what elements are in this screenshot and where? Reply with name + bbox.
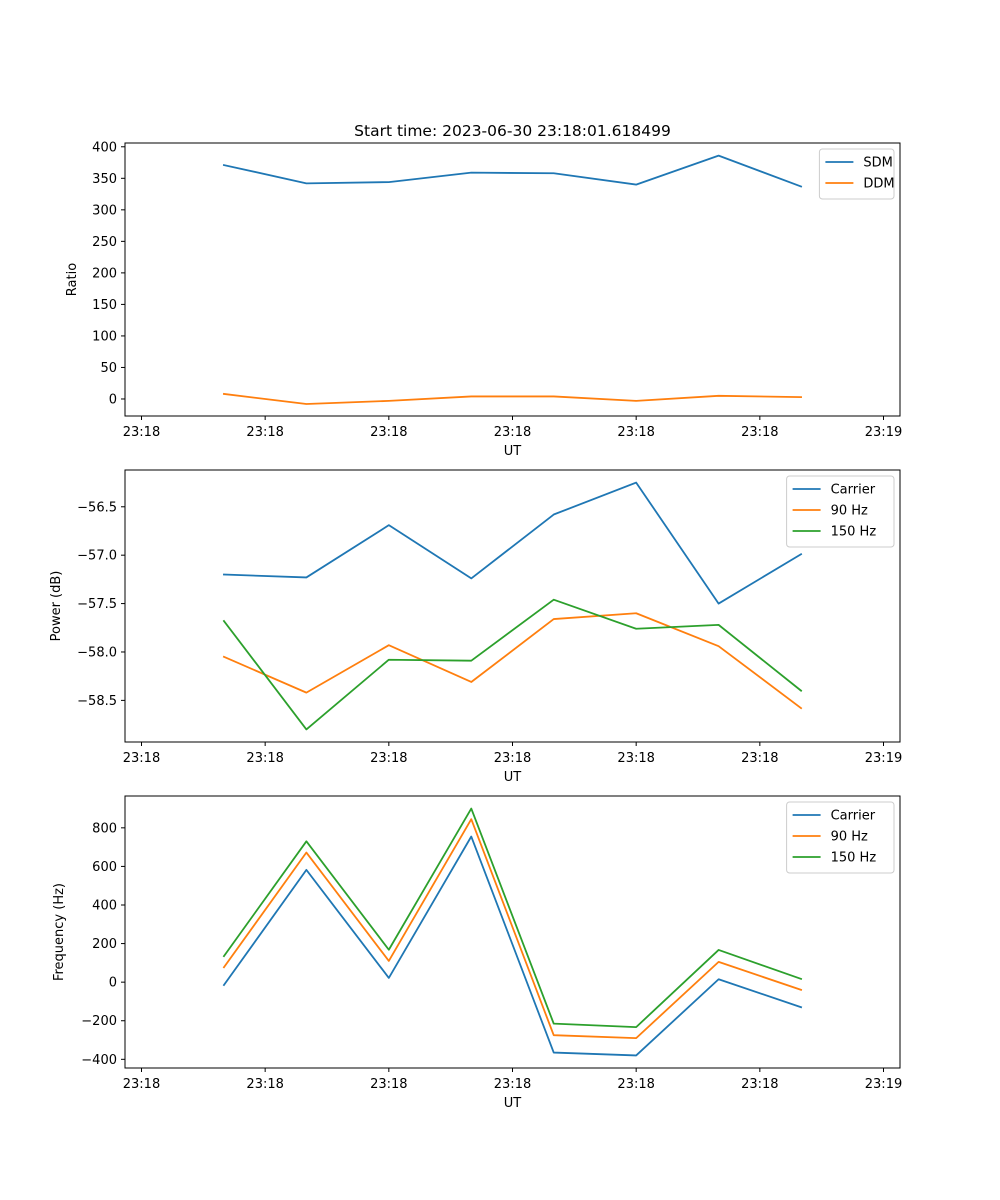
y-tick-label: 600 [92, 860, 117, 875]
x-tick-label: 23:18 [370, 751, 407, 766]
legend-label: 150 Hz [831, 851, 877, 866]
legend-label: 90 Hz [831, 830, 868, 845]
y-tick-label: 200 [92, 266, 117, 281]
legend-label: 150 Hz [831, 525, 877, 540]
y-tick-label: −56.5 [77, 500, 117, 515]
chart-panel-2: −58.5 −58.0 −57.5 −57.0 −56.5 23:18 23:18 23:18… [49, 469, 902, 785]
x-tick-label: 23:18 [370, 1077, 407, 1092]
y-tick-label: −57.0 [77, 549, 117, 564]
legend-label: DDM [863, 177, 894, 192]
y-tick-label: −58.0 [77, 645, 117, 660]
series-line-sdm [222, 154, 803, 188]
y-tick-label: 300 [92, 203, 117, 218]
x-tick-label: 23:18 [741, 751, 778, 766]
x-tick-label: 23:18 [246, 751, 283, 766]
panels: 0 50 100 150 200 250 300 350 400 23:18 23:18 23:18 2… [49, 140, 902, 1111]
x-tick-label: 23:18 [617, 1077, 654, 1092]
y-tick-label: 0 [109, 392, 117, 407]
legend-label: SDM [863, 156, 892, 171]
series-line-150-hz [222, 807, 803, 1029]
legend-label: Carrier [831, 483, 876, 498]
y-tick-label: 350 [92, 172, 117, 187]
y-tick-label: 250 [92, 235, 117, 250]
legend-label: Carrier [831, 809, 876, 824]
y-axis-label: Ratio [65, 263, 80, 296]
legend-frame [786, 475, 895, 548]
x-tick-label: 23:19 [865, 751, 902, 766]
y-tick-label: −400 [81, 1053, 117, 1068]
series-line-carrier [222, 835, 803, 1057]
x-tick-label: 23:18 [123, 751, 160, 766]
y-tick-label: 200 [92, 937, 117, 952]
x-tick-label: 23:18 [123, 425, 160, 440]
y-tick-label: 50 [100, 361, 117, 376]
x-tick-label: 23:18 [123, 1077, 160, 1092]
series-line-90-hz [222, 818, 803, 1039]
x-tick-label: 23:18 [246, 1077, 283, 1092]
legend-label: 90 Hz [831, 504, 868, 519]
y-tick-label: 400 [92, 140, 117, 155]
x-tick-label: 23:18 [494, 425, 531, 440]
x-tick-label: 23:18 [246, 425, 283, 440]
x-axis-label: UT [504, 770, 522, 785]
chart-panel-1: 0 50 100 150 200 250 300 350 400 23:18 23:18 23:18 2… [65, 140, 902, 459]
x-tick-label: 23:18 [494, 751, 531, 766]
y-tick-label: −200 [81, 1014, 117, 1029]
series-line-carrier [223, 481, 803, 605]
legend: Carrier 90 Hz 150 Hz [786, 475, 895, 548]
y-tick-label: 150 [92, 298, 117, 313]
y-axis-label: Frequency (Hz) [52, 883, 67, 981]
figure-title: Start time: 2023-06-30 23:18:01.618499 [354, 122, 671, 140]
y-tick-label: 100 [92, 329, 117, 344]
y-tick-label: 0 [109, 976, 117, 991]
x-tick-label: 23:18 [617, 425, 654, 440]
y-axis-label: Power (dB) [49, 571, 64, 642]
chart-panel-3: −400 −200 0 200 400 600 800 23:18 23:18 23:18 23:1… [52, 795, 902, 1111]
x-tick-label: 23:19 [865, 425, 902, 440]
legend-frame [786, 801, 895, 874]
y-tick-label: 400 [92, 898, 117, 913]
x-tick-label: 23:18 [494, 1077, 531, 1092]
legend: SDM DDM [818, 148, 895, 200]
y-tick-label: −58.5 [77, 694, 117, 709]
x-tick-label: 23:19 [865, 1077, 902, 1092]
x-axis-label: UT [504, 1096, 522, 1111]
y-tick-label: 800 [92, 821, 117, 836]
legend: Carrier 90 Hz 150 Hz [786, 801, 895, 874]
x-tick-label: 23:18 [741, 1077, 778, 1092]
x-tick-label: 23:18 [370, 425, 407, 440]
x-axis-label: UT [504, 444, 522, 459]
x-tick-label: 23:18 [617, 751, 654, 766]
x-tick-label: 23:18 [741, 425, 778, 440]
y-tick-label: −57.5 [77, 597, 117, 612]
series-line-90-hz [222, 612, 803, 710]
series-line-150-hz [222, 598, 803, 731]
series-line-ddm [222, 392, 802, 405]
